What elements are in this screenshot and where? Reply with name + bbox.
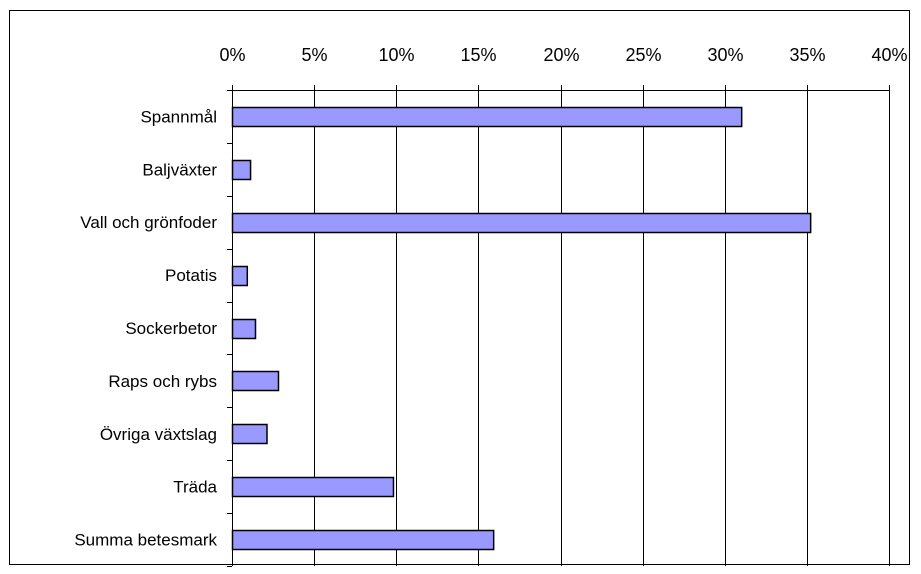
category-label: Raps och rybs	[108, 372, 217, 391]
x-tick-label: 30%	[707, 45, 743, 65]
category-label: Summa betesmark	[74, 531, 217, 550]
x-tick-label: 5%	[301, 45, 327, 65]
category-label: Potatis	[165, 266, 217, 285]
category-label: Träda	[173, 478, 217, 497]
x-tick-label: 20%	[543, 45, 579, 65]
x-tick-label: 10%	[378, 45, 414, 65]
x-tick-label: 40%	[871, 45, 907, 65]
category-label: Vall och grönfoder	[80, 213, 217, 232]
bar	[231, 476, 395, 498]
bar	[231, 265, 249, 287]
x-tick-label: 25%	[625, 45, 661, 65]
bar	[231, 318, 257, 340]
bar	[231, 159, 252, 181]
bars	[231, 106, 812, 551]
labels: 0% 5% 10% 15% 20% 25% 30% 35% 40% Spannmål Baljväx…	[74, 45, 907, 550]
chart-frame	[9, 10, 910, 565]
bar	[231, 212, 812, 234]
category-label: Sockerbetor	[125, 319, 217, 338]
gridlines	[314, 90, 890, 566]
x-tick-label: 0%	[219, 45, 245, 65]
bar	[231, 106, 743, 128]
bar	[231, 370, 280, 392]
category-label: Baljväxter	[142, 160, 217, 179]
category-label: Spannmål	[140, 107, 217, 126]
x-tick-label: 15%	[460, 45, 496, 65]
category-label: Övriga växtslag	[100, 425, 217, 444]
bar	[231, 529, 495, 551]
axes	[227, 85, 890, 567]
bar	[231, 423, 268, 445]
x-tick-label: 35%	[789, 45, 825, 65]
